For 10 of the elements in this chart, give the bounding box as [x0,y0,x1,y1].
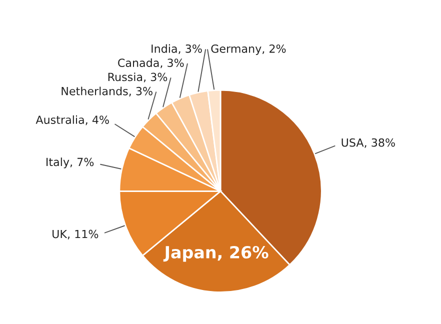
slice-label: India, 3% [152,44,202,54]
slice-label: UK, 11% [52,230,98,240]
slice-label: Australia, 4% [36,115,109,126]
slice-label: Italy, 7% [46,158,94,168]
slice-label: Canada, 3% [118,58,184,68]
slice-label: Germany, 2% [211,44,286,56]
slice-label: Japan, 26% [163,246,268,262]
slice-label: USA, 38% [342,138,395,148]
slice-label: Russia, 3% [108,72,168,82]
slice-label: Netherlands, 3% [62,86,152,96]
